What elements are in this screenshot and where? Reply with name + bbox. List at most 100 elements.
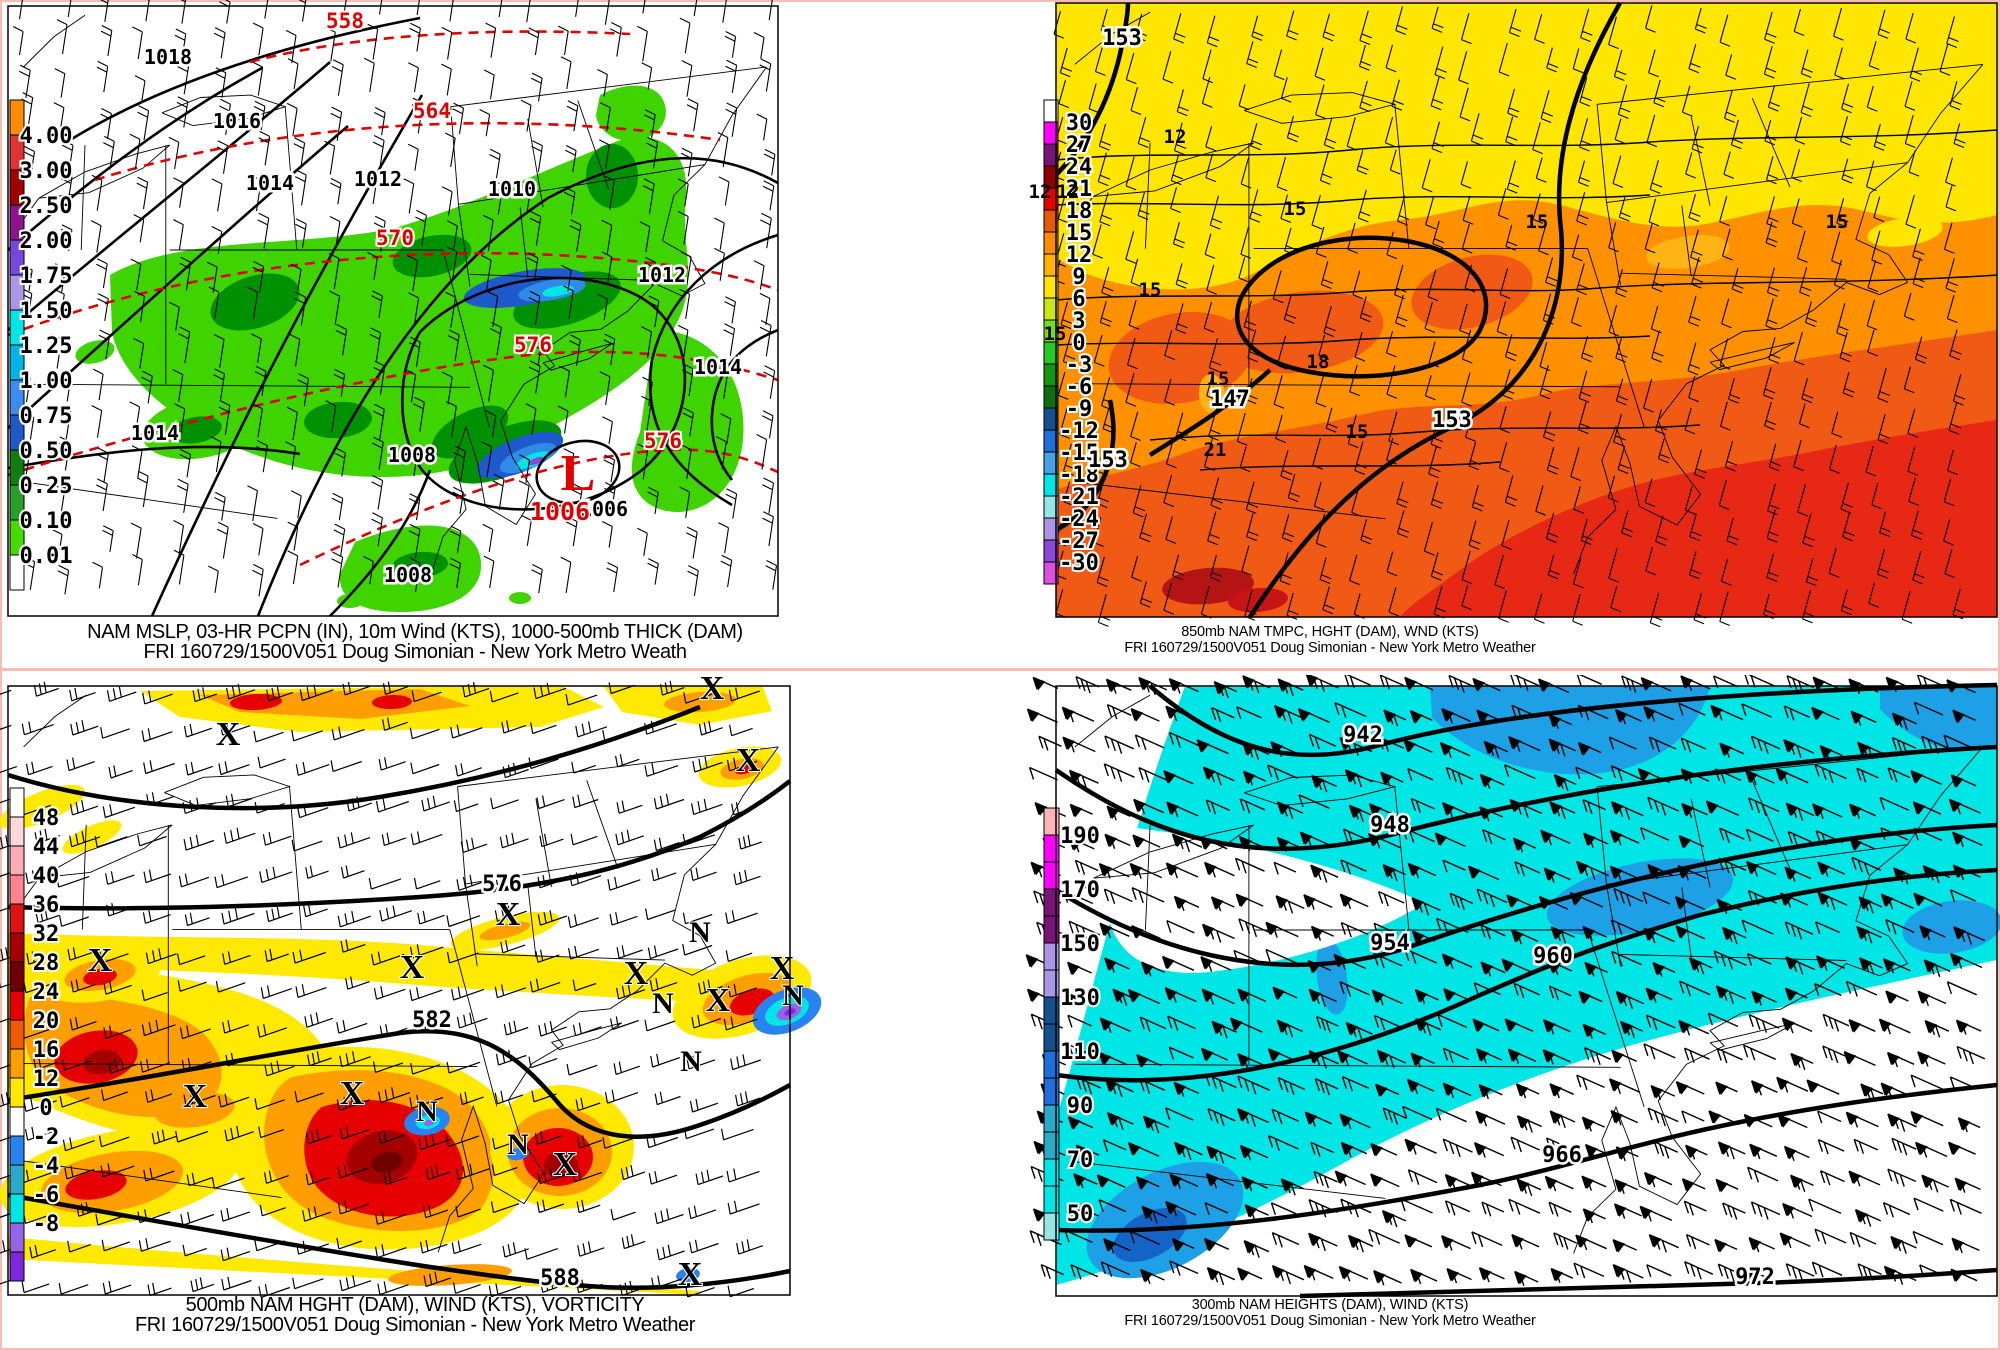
svg-text:1014: 1014 bbox=[694, 355, 742, 379]
panel-credit: FRI 160729/1500V051 Doug Simonian - New … bbox=[143, 641, 687, 663]
svg-text:15: 15 bbox=[1207, 368, 1230, 390]
svg-text:564: 564 bbox=[413, 99, 451, 123]
svg-text:28: 28 bbox=[33, 951, 60, 976]
svg-text:24: 24 bbox=[1066, 155, 1093, 180]
svg-text:1008: 1008 bbox=[384, 563, 432, 587]
svg-text:576: 576 bbox=[514, 333, 552, 357]
panel-sfc-mslp-pcpn: 4.00 3.00 2.50 2.00 1.75 1.50 1.25 1.00 0.75 0.50… bbox=[0, 0, 1000, 675]
svg-text:21: 21 bbox=[1204, 439, 1227, 461]
svg-text:50: 50 bbox=[1067, 1202, 1094, 1227]
panel-title: 850mb NAM TMPC, HGHT (DAM), WND (KTS) bbox=[1181, 624, 1479, 640]
temp-850-map: 302724211815129630-3-6-9-12-15-18-21-24-… bbox=[1029, 1, 1998, 628]
svg-text:15: 15 bbox=[1044, 323, 1067, 345]
svg-text:-2: -2 bbox=[33, 1125, 60, 1150]
svg-text:24: 24 bbox=[33, 980, 60, 1005]
svg-text:27: 27 bbox=[1066, 133, 1093, 158]
svg-text:20: 20 bbox=[33, 1009, 60, 1034]
svg-text:70: 70 bbox=[1067, 1148, 1094, 1173]
svg-text:-9: -9 bbox=[1066, 397, 1093, 422]
svg-text:0: 0 bbox=[1072, 331, 1085, 356]
svg-text:960: 960 bbox=[1533, 944, 1573, 969]
panel-title: NAM MSLP, 03-HR PCPN (IN), 10m Wind (KTS… bbox=[87, 621, 743, 643]
svg-text:153: 153 bbox=[1432, 408, 1472, 433]
vort-500-map: 48 44 40 36 32 28 24 20 16 12 0 -2 -4 -6 -8 576 582 588 X X… bbox=[0, 675, 822, 1298]
svg-text:1006: 1006 bbox=[530, 497, 590, 526]
svg-text:12: 12 bbox=[33, 1067, 60, 1092]
caption-sfc: NAM MSLP, 03-HR PCPN (IN), 10m Wind (KTS… bbox=[20, 622, 810, 662]
svg-text:18: 18 bbox=[1066, 199, 1093, 224]
mslp-precip-map: 4.00 3.00 2.50 2.00 1.75 1.50 1.25 1.00 0.75 0.50… bbox=[7, 0, 779, 617]
svg-text:1018: 1018 bbox=[144, 45, 192, 69]
svg-text:12: 12 bbox=[1057, 181, 1080, 203]
svg-text:1010: 1010 bbox=[488, 177, 536, 201]
svg-text:X: X bbox=[183, 1078, 208, 1115]
svg-text:90: 90 bbox=[1067, 1094, 1094, 1119]
svg-text:9: 9 bbox=[1072, 265, 1085, 290]
svg-text:0.25: 0.25 bbox=[20, 474, 73, 499]
svg-text:X: X bbox=[700, 675, 725, 707]
svg-text:588: 588 bbox=[540, 1266, 580, 1291]
svg-text:12: 12 bbox=[1164, 126, 1187, 148]
svg-text:16: 16 bbox=[33, 1038, 60, 1063]
svg-text:948: 948 bbox=[1370, 813, 1410, 838]
svg-text:1014: 1014 bbox=[246, 171, 294, 195]
svg-text:966: 966 bbox=[1542, 1143, 1582, 1168]
svg-text:-12: -12 bbox=[1059, 419, 1099, 444]
svg-text:3.00: 3.00 bbox=[20, 159, 73, 184]
svg-text:1.50: 1.50 bbox=[20, 299, 73, 324]
svg-text:130: 130 bbox=[1060, 986, 1100, 1011]
panel-500mb-vorticity: 48 44 40 36 32 28 24 20 16 12 0 -2 -4 -6 -8 576 582 588 X X… bbox=[0, 675, 1000, 1350]
svg-text:576: 576 bbox=[644, 429, 682, 453]
svg-text:-27: -27 bbox=[1059, 529, 1099, 554]
svg-text:558: 558 bbox=[326, 9, 364, 33]
svg-text:1012: 1012 bbox=[638, 263, 686, 287]
svg-text:2.00: 2.00 bbox=[20, 229, 73, 254]
svg-text:X: X bbox=[88, 942, 113, 979]
svg-text:1008: 1008 bbox=[388, 443, 436, 467]
svg-text:170: 170 bbox=[1060, 878, 1100, 903]
svg-text:190: 190 bbox=[1060, 824, 1100, 849]
svg-text:-6: -6 bbox=[1066, 375, 1093, 400]
svg-text:12: 12 bbox=[1066, 243, 1093, 268]
caption-850: 850mb NAM TMPC, HGHT (DAM), WND (KTS) FR… bbox=[1085, 624, 1575, 656]
svg-text:942: 942 bbox=[1343, 723, 1383, 748]
svg-text:N: N bbox=[416, 1095, 438, 1128]
svg-text:15: 15 bbox=[1284, 198, 1307, 220]
svg-text:150: 150 bbox=[1060, 932, 1100, 957]
svg-text:-3: -3 bbox=[1066, 353, 1093, 378]
svg-text:1006: 1006 bbox=[580, 497, 628, 521]
panel-title: 500mb NAM HGHT (DAM), WIND (KTS), VORTIC… bbox=[185, 1294, 645, 1316]
svg-text:0.50: 0.50 bbox=[20, 439, 73, 464]
svg-text:2.50: 2.50 bbox=[20, 194, 73, 219]
svg-text:X: X bbox=[553, 1146, 578, 1183]
svg-text:N: N bbox=[680, 1045, 702, 1078]
panel-credit: FRI 160729/1500V051 Doug Simonian - New … bbox=[1124, 640, 1536, 656]
svg-text:1.00: 1.00 bbox=[20, 369, 73, 394]
svg-text:32: 32 bbox=[33, 922, 60, 947]
svg-text:X: X bbox=[340, 1075, 365, 1112]
svg-text:12: 12 bbox=[1029, 181, 1052, 203]
panel-title: 300mb NAM HEIGHTS (DAM), WIND (KTS) bbox=[1191, 1297, 1469, 1313]
panel-850mb-temp: 30 27 24 21 18 15 12 9 6 3 0 -3 -6 -9 -12 -15 -18 -21 -24-… bbox=[1000, 0, 2000, 675]
svg-text:-30: -30 bbox=[1059, 551, 1099, 576]
svg-text:N: N bbox=[507, 1128, 529, 1161]
svg-text:X: X bbox=[624, 955, 649, 992]
svg-text:972: 972 bbox=[1735, 1265, 1775, 1290]
svg-text:-24: -24 bbox=[1059, 507, 1099, 532]
svg-text:15: 15 bbox=[1066, 221, 1093, 246]
svg-text:X: X bbox=[706, 982, 731, 1019]
svg-text:X: X bbox=[216, 716, 241, 753]
svg-text:N: N bbox=[689, 916, 711, 949]
panel-divider bbox=[0, 668, 2000, 671]
svg-text:1016: 1016 bbox=[213, 109, 261, 133]
svg-text:954: 954 bbox=[1370, 931, 1410, 956]
svg-text:N: N bbox=[652, 987, 674, 1020]
wind-300-map: 190 170 150 130 110 90 70 50 942 948 954 960 966 972 bbox=[1025, 675, 2000, 1299]
svg-text:-6: -6 bbox=[33, 1183, 60, 1208]
svg-text:147: 147 bbox=[1210, 387, 1250, 412]
svg-text:-8: -8 bbox=[33, 1212, 60, 1237]
svg-text:-4: -4 bbox=[33, 1154, 60, 1179]
svg-text:48: 48 bbox=[33, 806, 60, 831]
svg-text:-18: -18 bbox=[1059, 463, 1099, 488]
